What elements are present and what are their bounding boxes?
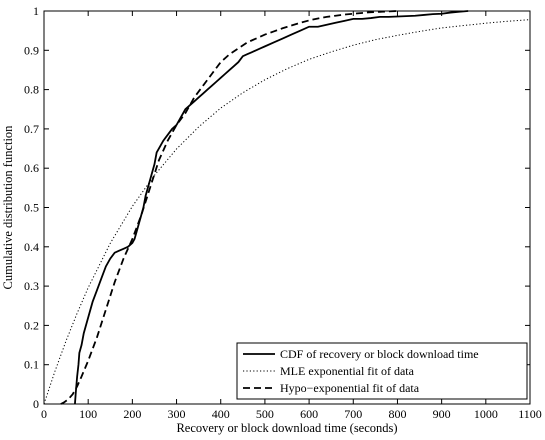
x-tick-label: 600 bbox=[300, 407, 318, 421]
x-tick-label: 200 bbox=[123, 407, 141, 421]
y-tick-label: 0 bbox=[33, 397, 39, 411]
y-tick-label: 0.6 bbox=[24, 161, 39, 175]
series-line-0 bbox=[74, 10, 469, 405]
y-tick-label: 0.9 bbox=[24, 43, 39, 57]
legend: CDF of recovery or block download time M… bbox=[236, 342, 528, 400]
x-tick-label: 400 bbox=[212, 407, 230, 421]
x-tick-label: 100 bbox=[79, 407, 97, 421]
y-tick-label: 0.1 bbox=[24, 358, 39, 372]
x-tick-label: 0 bbox=[41, 407, 47, 421]
legend-box bbox=[236, 342, 528, 400]
y-tick-label: 1 bbox=[33, 4, 39, 18]
x-tick-label: 1000 bbox=[474, 407, 498, 421]
y-tick-label: 0.2 bbox=[24, 318, 39, 332]
y-tick-label: 0.3 bbox=[24, 279, 39, 293]
series-line-2 bbox=[60, 10, 398, 405]
legend-label-mle: MLE exponential fit of data bbox=[280, 364, 415, 378]
legend-label-cdf: CDF of recovery or block download time bbox=[280, 347, 479, 361]
x-tick-label: 500 bbox=[256, 407, 274, 421]
y-tick-label: 0.8 bbox=[24, 83, 39, 97]
series-layer bbox=[43, 10, 531, 405]
y-tick-label: 0.7 bbox=[24, 122, 39, 136]
x-axis-label: Recovery or block download time (seconds… bbox=[176, 421, 397, 435]
legend-label-hypo: Hypo−exponential fit of data bbox=[280, 381, 420, 395]
x-tick-label: 800 bbox=[388, 407, 406, 421]
x-tick-label: 900 bbox=[433, 407, 451, 421]
y-tick-label: 0.4 bbox=[24, 240, 39, 254]
x-tick-label: 700 bbox=[344, 407, 362, 421]
x-tick-label: 1100 bbox=[518, 407, 542, 421]
y-axis-label: Cumulative distribution function bbox=[1, 125, 15, 290]
x-tick-label: 300 bbox=[168, 407, 186, 421]
ticks-layer: 0 100 200 300 400 500 600 700 800 900 1000 1100 0 0.1… bbox=[24, 4, 542, 421]
series-line-1 bbox=[43, 19, 531, 405]
y-tick-label: 0.5 bbox=[24, 201, 39, 215]
